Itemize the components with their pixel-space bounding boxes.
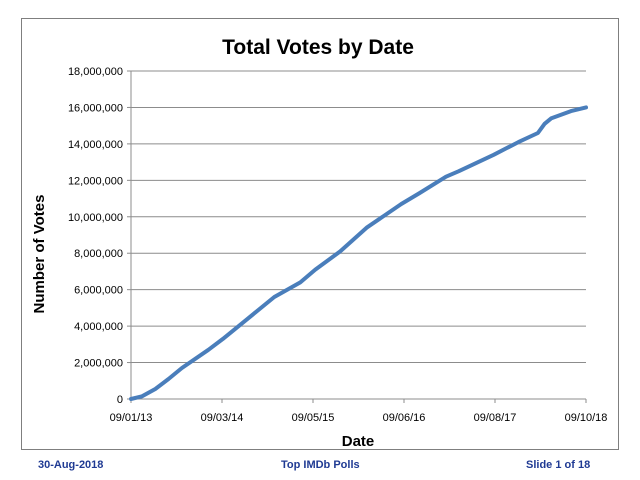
y-tick-label: 10,000,000 [68,212,123,224]
x-tick-label: 09/10/18 [565,412,608,424]
gridlines [131,70,586,364]
line-chart: Total Votes by Date 0 2,000,000 4,000,000 6… [31,36,608,450]
y-tick-label: 12,000,000 [68,175,123,187]
y-axis-tick-labels: 0 2,000,000 4,000,000 6,000,000 8,000,000 10,… [68,66,123,406]
y-tick-label: 4,000,000 [74,321,123,333]
y-tick-label: 2,000,000 [74,358,123,370]
x-tick-label: 09/05/15 [292,412,335,424]
chart-frame: Total Votes by Date 0 2,000,000 4,000,000 6… [21,18,619,450]
x-axis-tick-labels: 09/01/13 09/03/14 09/05/15 09/06/16 09/08/17… [110,412,608,424]
footer-slide-number: Slide 1 of 18 [526,459,591,471]
x-tick-label: 09/06/16 [383,412,426,424]
y-tick-label: 6,000,000 [74,285,123,297]
y-tick-label: 16,000,000 [68,102,123,114]
x-tick-label: 09/03/14 [201,412,244,424]
footer-title: Top IMDb Polls [281,459,360,471]
axes [127,70,587,403]
chart-title: Total Votes by Date [222,36,414,59]
x-axis-title: Date [342,433,375,450]
y-tick-label: 18,000,000 [68,66,123,78]
y-tick-label: 0 [117,394,123,406]
y-tick-label: 14,000,000 [68,139,123,151]
votes-line [129,105,588,401]
y-tick-label: 8,000,000 [74,248,123,260]
y-axis-title: Number of Votes [31,195,48,314]
footer-date: 30-Aug-2018 [38,459,104,471]
x-tick-label: 09/08/17 [474,412,517,424]
series-layer [129,105,588,401]
x-tick-label: 09/01/13 [110,412,153,424]
